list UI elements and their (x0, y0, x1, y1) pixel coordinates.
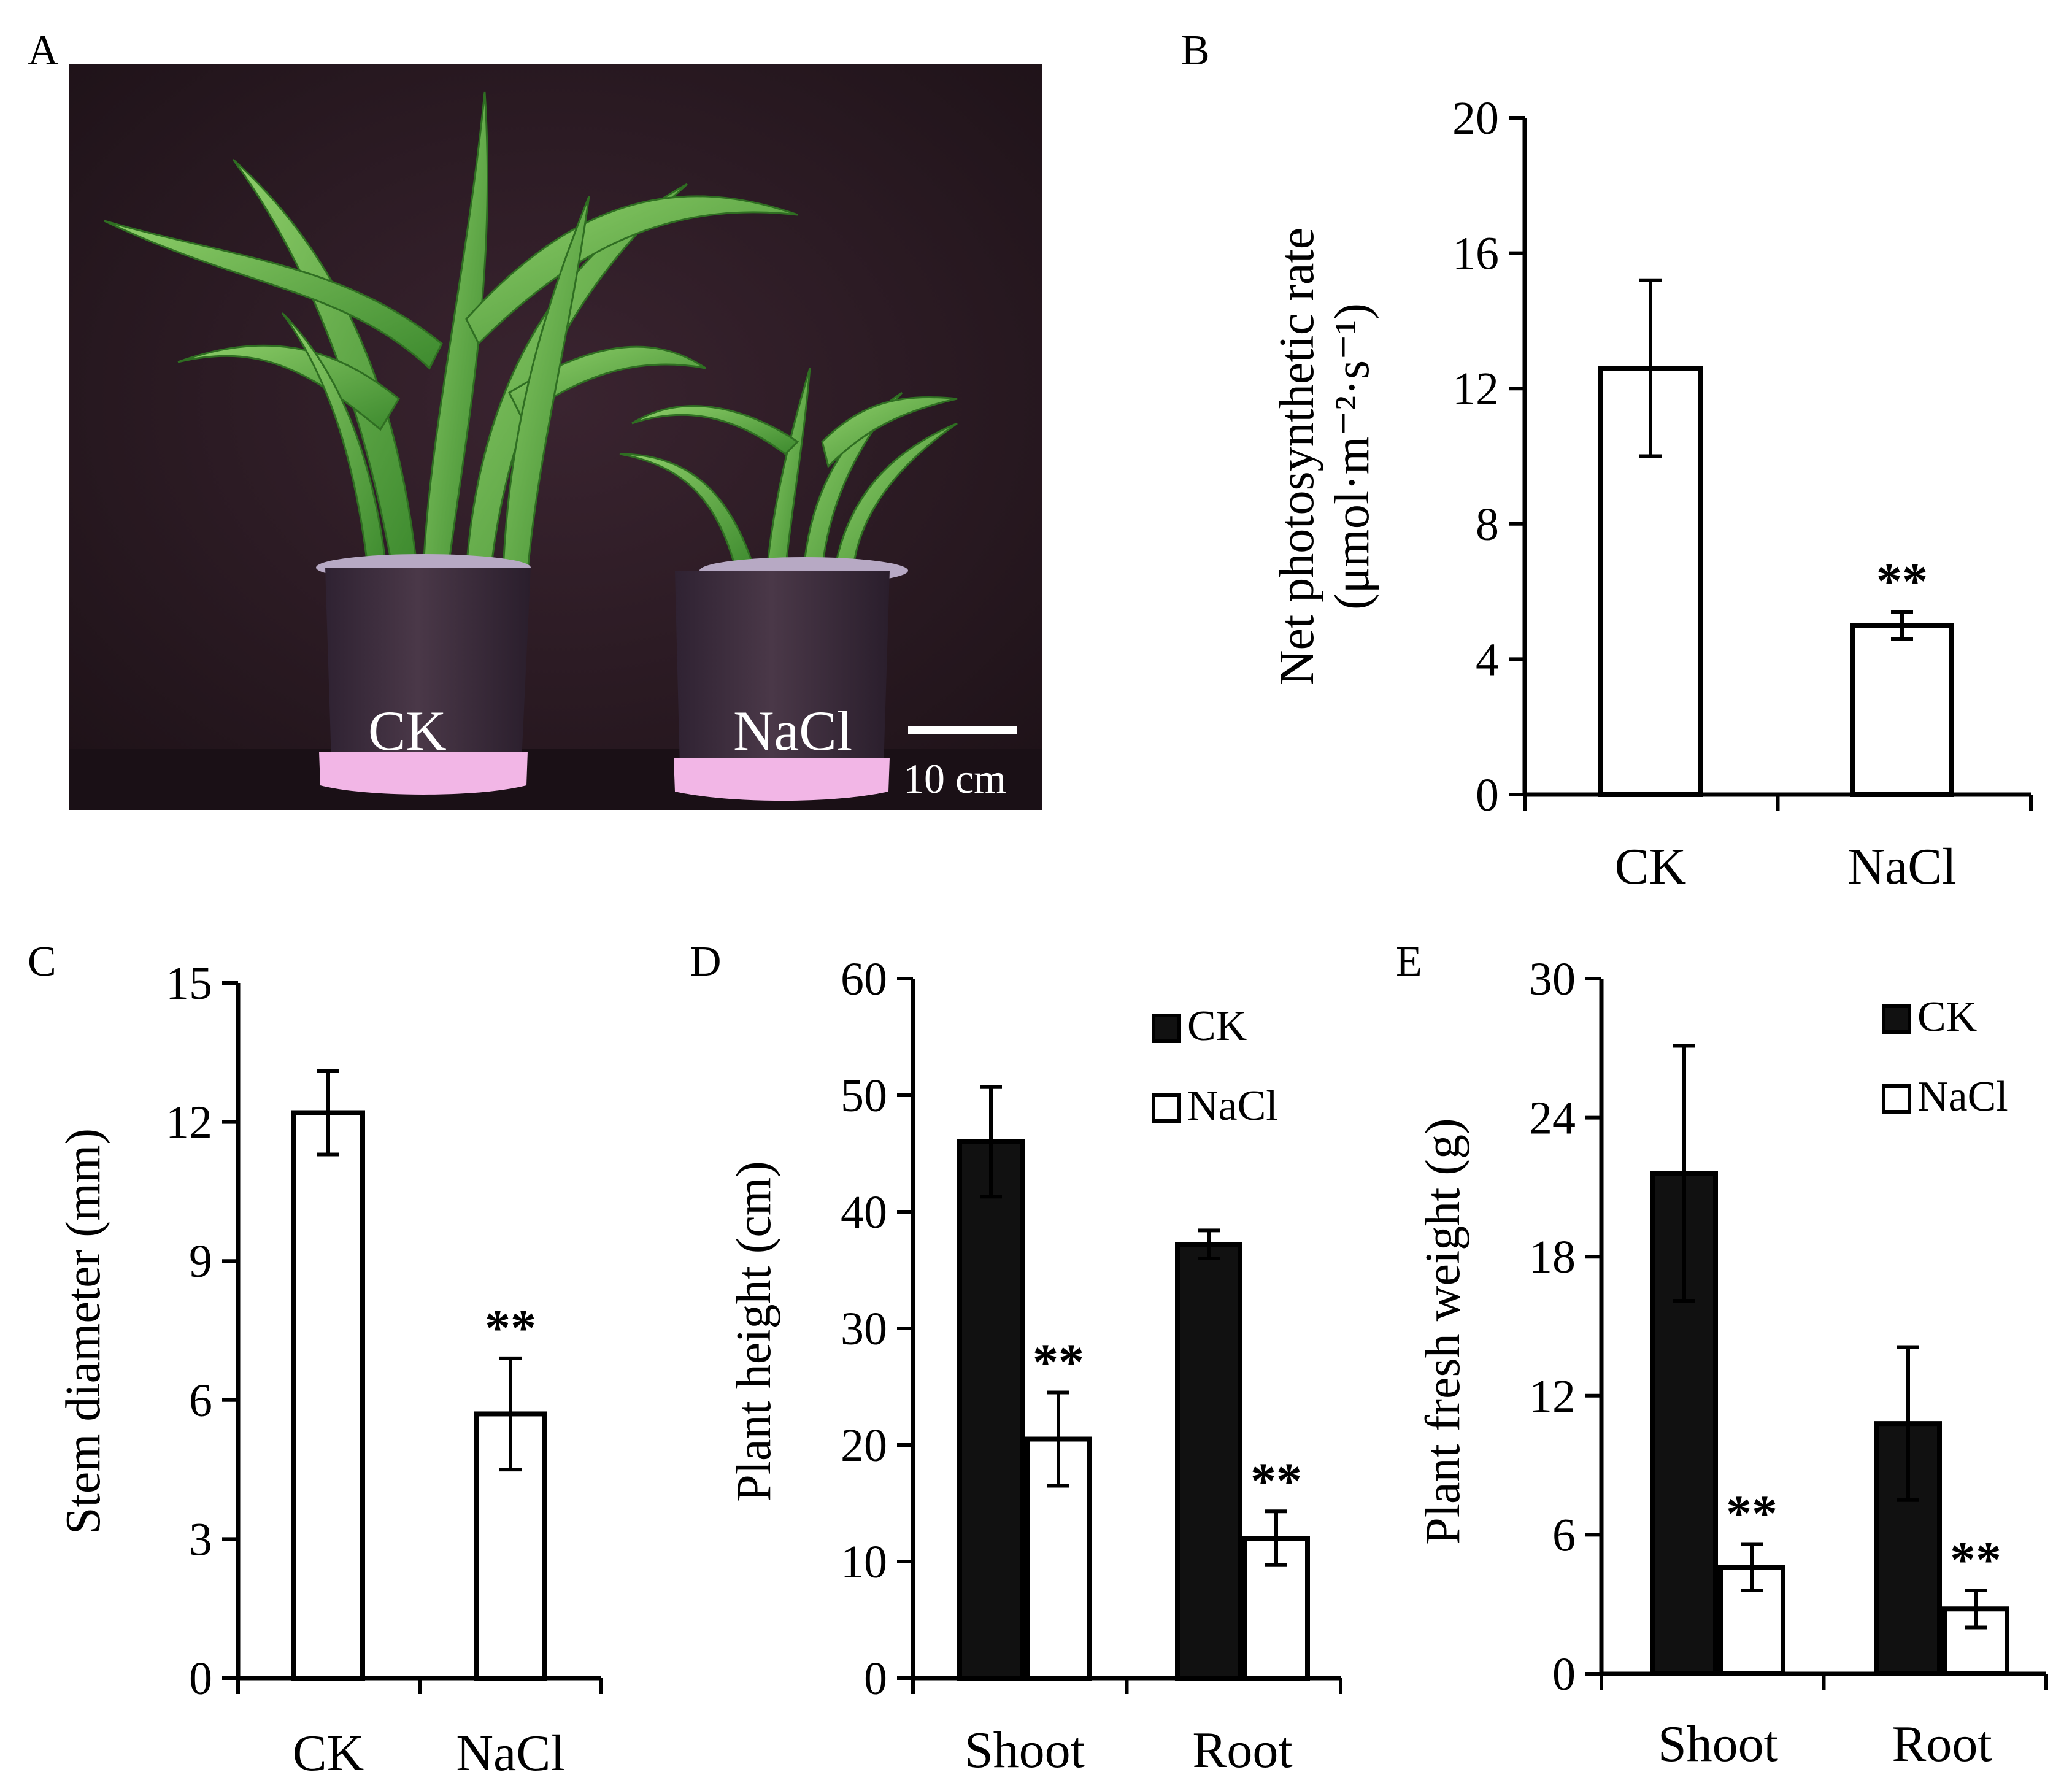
y-axis-title: Plant fresh weight (g) (1416, 1118, 1470, 1544)
chart-plant-height: 0 10 20 30 40 50 60 Shoot Root ** ** Plant height (… (727, 953, 1342, 1779)
y-tick-label: 9 (189, 1236, 212, 1287)
y-tick-label: 12 (166, 1097, 212, 1149)
nacl-plant-leaves (619, 368, 958, 572)
panel-label-d: D (690, 938, 722, 985)
significance-marker: ** (1876, 553, 1928, 610)
panel-label-a: A (28, 27, 59, 74)
bar (957, 1139, 1025, 1681)
legend-label: NaCl (1917, 1073, 2008, 1120)
y-tick-label: 20 (1452, 93, 1499, 144)
significance-marker: ** (1250, 1452, 1302, 1509)
photo-background (69, 64, 1042, 810)
ck-pot (316, 554, 531, 795)
y-tick-label: 12 (1529, 1371, 1576, 1422)
y-tick-label: 24 (1529, 1093, 1576, 1144)
y-tick-label: 15 (166, 958, 212, 1009)
bar (1025, 1436, 1092, 1681)
significance-marker: ** (1033, 1334, 1084, 1391)
y-tick-label: 50 (841, 1070, 887, 1122)
x-category-label: Root (1192, 1722, 1292, 1779)
chart-stem-diameter: 0 3 6 9 12 15 CK NaCl ** Stem diameter (mm) (56, 958, 603, 1782)
chart-net-photosynthetic-rate: 0 4 8 12 16 20 CK NaCl ** Net photosynthetic rate… (1270, 93, 2033, 895)
legend-label: CK (1917, 993, 1977, 1041)
panel-label-b: B (1181, 27, 1210, 74)
x-category-label: NaCl (456, 1725, 564, 1782)
x-category-label: Root (1892, 1716, 1992, 1773)
y-axis-title: Net photosynthetic rate (1270, 228, 1324, 685)
y-tick-label: 60 (841, 953, 887, 1005)
y-axis-title: Plant height (cm) (727, 1161, 781, 1501)
table-surface (69, 749, 1042, 810)
bar (1175, 1242, 1242, 1681)
panel-label-c: C (28, 938, 56, 985)
legend-swatch (1152, 1014, 1181, 1043)
x-category-label: Shoot (965, 1722, 1085, 1779)
y-tick-label: 30 (841, 1303, 887, 1355)
x-category-label: Shoot (1658, 1716, 1778, 1773)
panel-label-e: E (1396, 938, 1422, 985)
legend-label: CK (1187, 1003, 1247, 1050)
y-tick-label: 0 (1476, 769, 1499, 821)
y-tick-label: 18 (1529, 1231, 1576, 1283)
y-axis-unit: (μmol·m⁻²·s⁻¹) (1325, 303, 1379, 610)
y-tick-label: 6 (189, 1375, 212, 1427)
significance-marker: ** (485, 1300, 536, 1357)
scale-bar-label: 10 cm (903, 755, 1006, 802)
y-tick-label: 12 (1452, 363, 1499, 415)
x-category-label: CK (1615, 838, 1687, 895)
y-tick-label: 8 (1476, 499, 1499, 550)
y-tick-label: 20 (841, 1420, 887, 1471)
legend-swatch (1882, 1084, 1911, 1114)
legend-label: NaCl (1187, 1082, 1278, 1130)
ck-plant-leaves (104, 91, 798, 572)
x-category-label: NaCl (1847, 838, 1956, 895)
photo-label-nacl: NaCl (733, 699, 852, 762)
chart-plant-fresh-weight: 0 6 12 18 24 30 Shoot Root ** ** Plant fresh weigh… (1416, 953, 2048, 1773)
plant-photograph: CK NaCl 10 cm (69, 64, 1042, 810)
bar (1850, 623, 1954, 797)
y-tick-label: 0 (1552, 1649, 1576, 1700)
y-tick-label: 40 (841, 1187, 887, 1238)
x-category-label: CK (293, 1725, 364, 1782)
legend-swatch (1152, 1093, 1181, 1123)
nacl-pot (674, 557, 908, 801)
significance-marker: ** (1726, 1485, 1777, 1543)
y-tick-label: 6 (1552, 1509, 1576, 1561)
y-tick-label: 0 (189, 1653, 212, 1704)
bar (291, 1110, 365, 1681)
bar (1942, 1606, 2009, 1677)
y-tick-label: 0 (864, 1653, 887, 1704)
y-tick-label: 10 (841, 1536, 887, 1588)
photo-label-ck: CK (368, 699, 447, 762)
significance-marker: ** (1950, 1531, 2001, 1589)
y-tick-label: 30 (1529, 953, 1576, 1005)
y-axis-title: Stem diameter (mm) (56, 1128, 110, 1535)
y-tick-label: 16 (1452, 228, 1499, 280)
y-tick-label: 4 (1476, 634, 1499, 685)
y-tick-label: 3 (189, 1514, 212, 1565)
legend-swatch (1882, 1004, 1911, 1034)
